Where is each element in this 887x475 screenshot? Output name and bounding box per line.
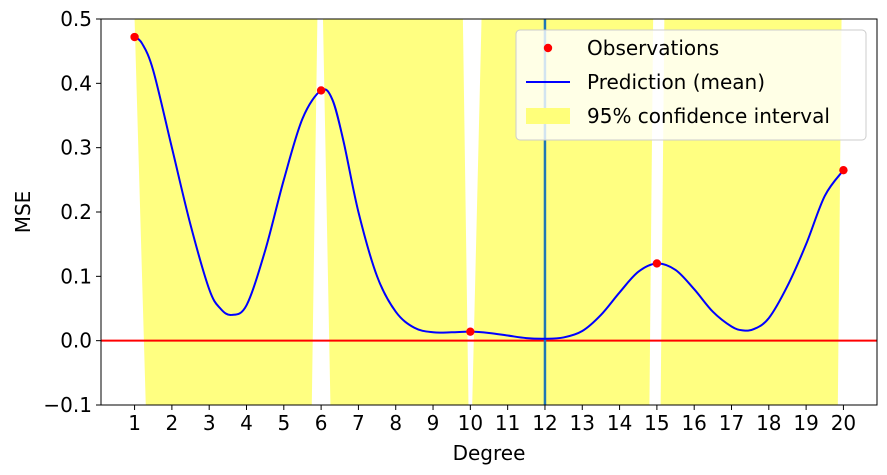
y-tick-label: 0.5: [60, 7, 92, 31]
observation-series: [130, 32, 848, 336]
x-tick-label: 6: [315, 411, 328, 435]
x-tick-label: 1: [128, 411, 141, 435]
confidence-band-2: [322, 19, 469, 405]
x-tick-label: 4: [240, 411, 253, 435]
legend-ci-patch: [526, 108, 570, 124]
y-tick-label: 0.3: [60, 136, 92, 160]
y-tick-label: 0.4: [60, 71, 92, 95]
legend-box: [515, 29, 867, 141]
confidence-band-1: [134, 19, 318, 405]
legend-label: 95% confidence interval: [587, 104, 830, 128]
x-tick-label: 14: [607, 411, 632, 435]
observation-point: [839, 165, 848, 175]
x-tick-label: 17: [719, 411, 744, 435]
x-tick-label: 15: [644, 411, 669, 435]
x-tick-label: 18: [756, 411, 781, 435]
y-tick-label: 0.1: [60, 264, 92, 288]
x-tick-label: 5: [277, 411, 290, 435]
prediction-series: [133, 36, 845, 340]
x-axis-label: Degree: [453, 441, 526, 465]
legend: Observations Prediction (mean) 95% confide…: [515, 29, 867, 141]
y-tick-label: 0.0: [60, 329, 92, 353]
y-axis-ticks: −0.1 0.0 0.1 0.2 0.3 0.4 0.5: [43, 7, 101, 417]
y-tick-label: −0.1: [43, 393, 92, 417]
observation-point: [316, 86, 326, 95]
x-axis-ticks: 1 2 3 4 5 6 7 8 9 10 11 12 13 14 15 16 17 18 19 20: [128, 405, 856, 435]
observation-point: [466, 327, 475, 336]
x-tick-label: 16: [681, 411, 706, 435]
x-tick-label: 2: [166, 411, 179, 435]
observation-point: [130, 32, 139, 42]
x-tick-label: 12: [532, 411, 557, 435]
x-tick-label: 8: [389, 411, 402, 435]
x-tick-label: 10: [458, 411, 483, 435]
y-tick-label: 0.2: [60, 200, 92, 224]
x-tick-label: 9: [427, 411, 440, 435]
prediction-mean-line: [133, 36, 845, 340]
x-tick-label: 11: [495, 411, 520, 435]
legend-observations-marker: [543, 43, 553, 53]
y-axis-label: MSE: [11, 191, 35, 234]
legend-label: Prediction (mean): [587, 70, 765, 94]
x-tick-label: 19: [793, 411, 818, 435]
x-tick-label: 3: [203, 411, 216, 435]
observation-point: [652, 259, 662, 268]
x-tick-label: 20: [831, 411, 856, 435]
x-tick-label: 7: [352, 411, 365, 435]
x-tick-label: 13: [570, 411, 595, 435]
legend-label: Observations: [587, 36, 719, 60]
